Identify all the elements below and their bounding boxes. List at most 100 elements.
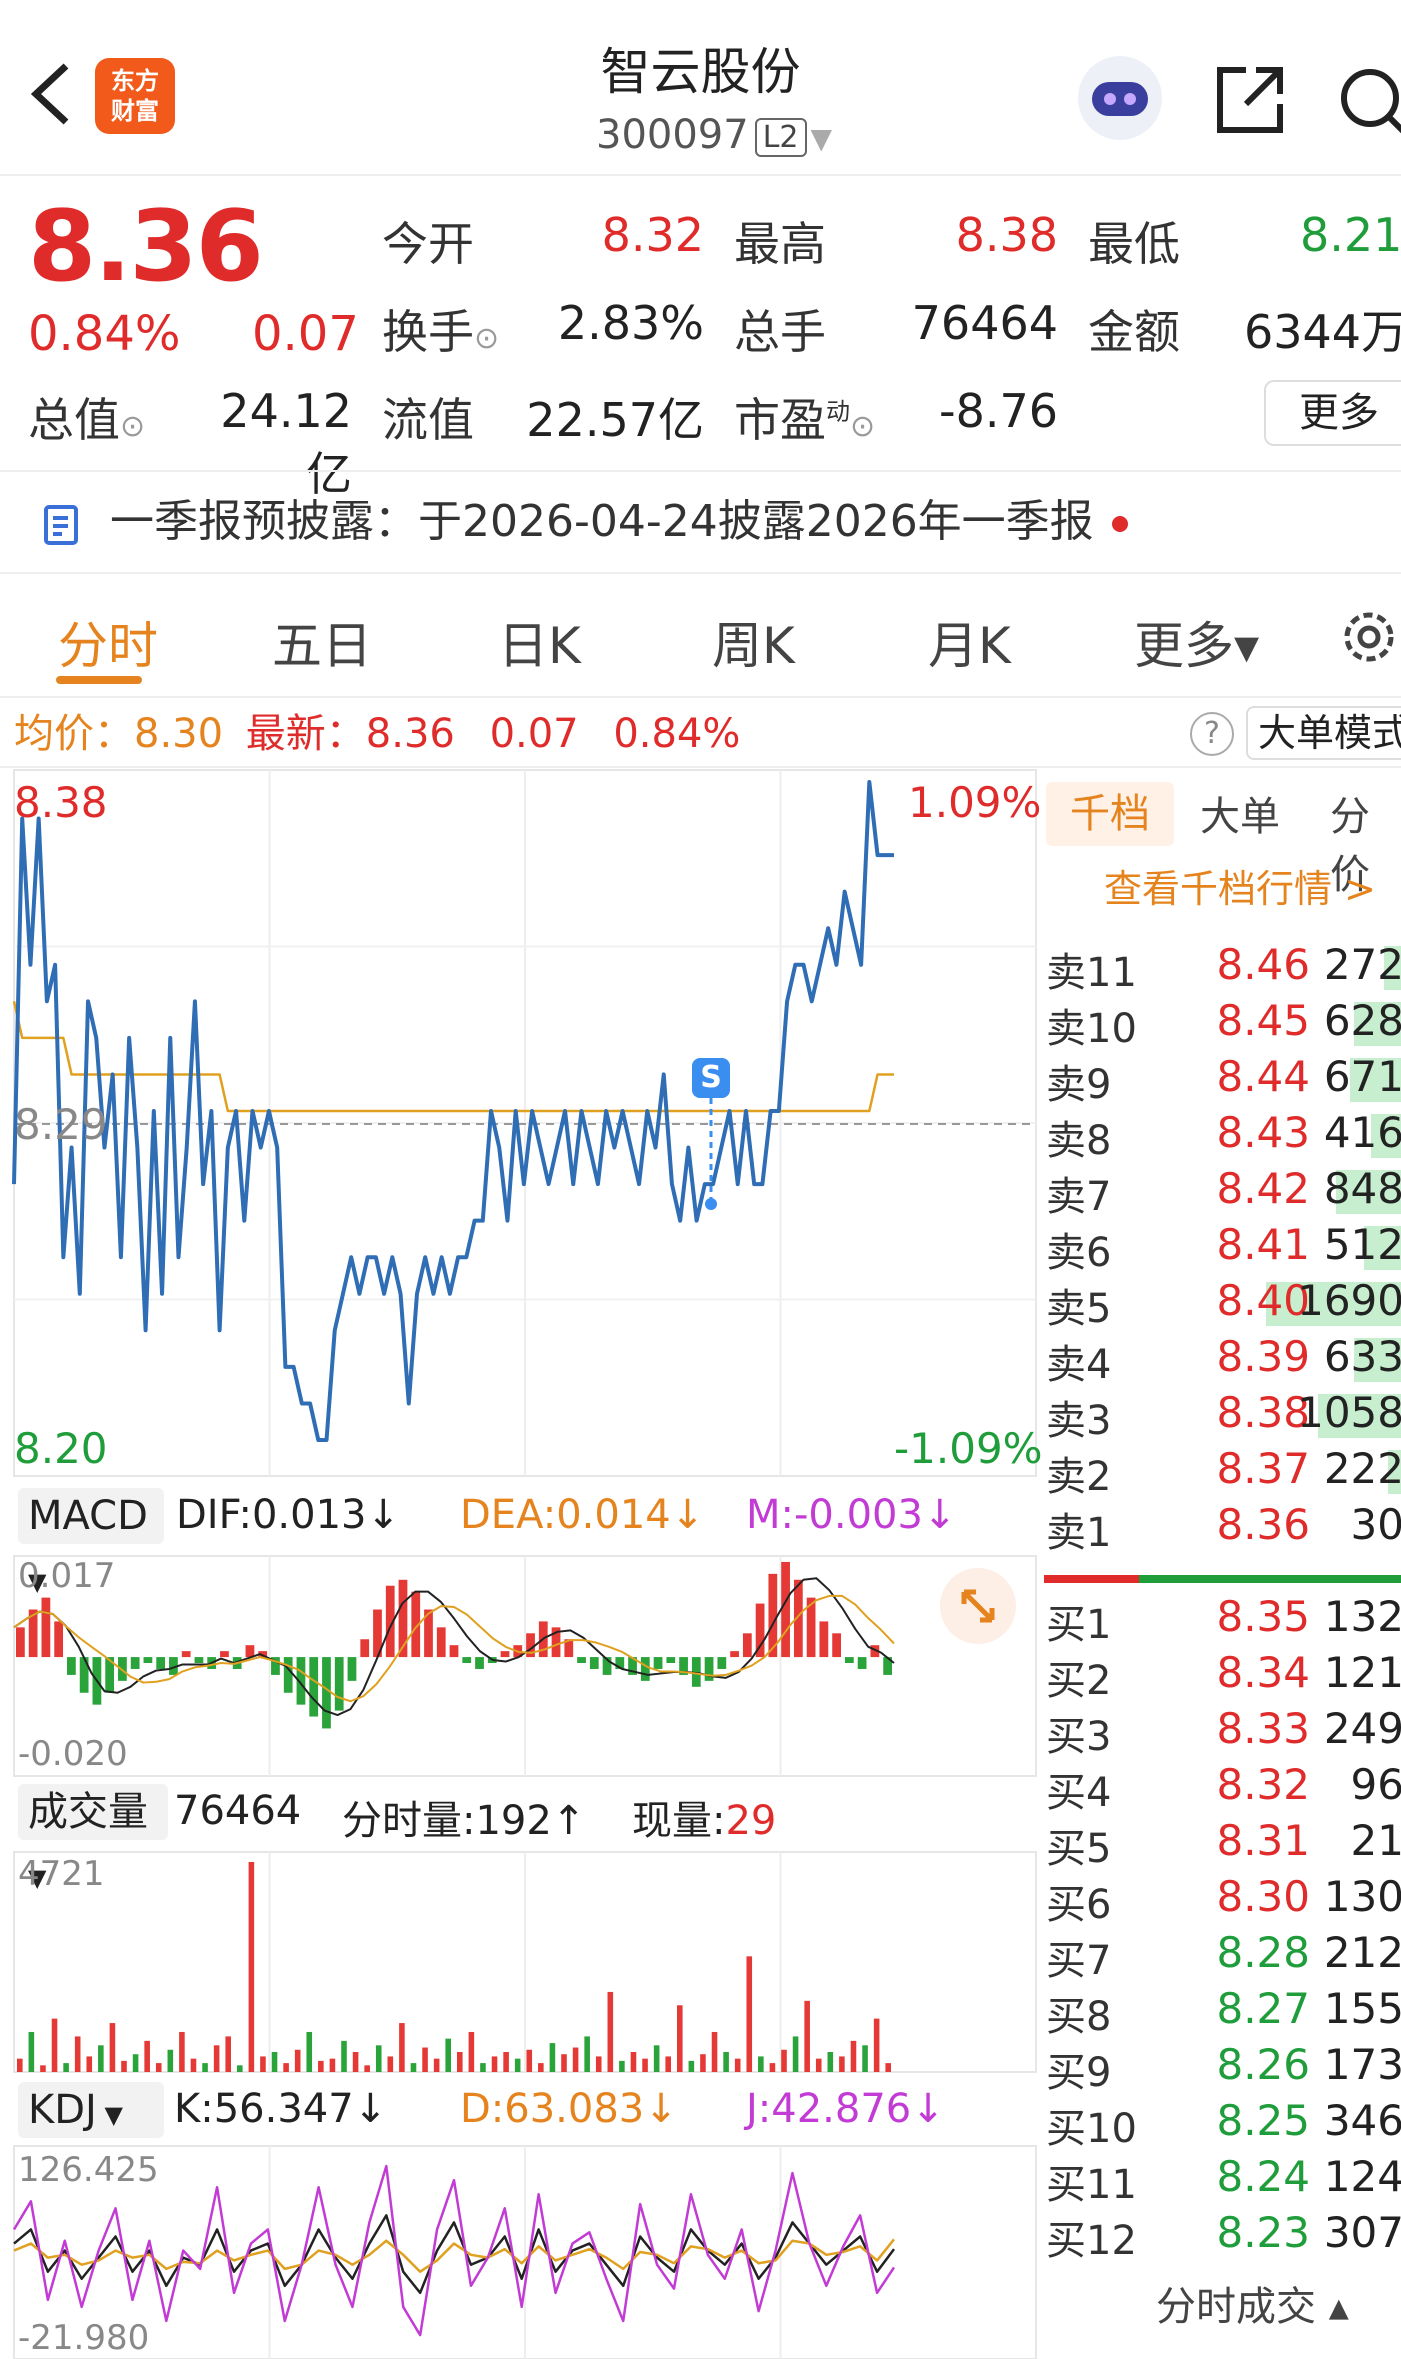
volume-axis-top: 4721 [18, 1854, 105, 1894]
tab-five-day[interactable]: 五日 [272, 617, 372, 675]
sell-level-label: 卖1 [1046, 1510, 1112, 1556]
sell-level-row[interactable]: 卖8 8.43 416 [1046, 1108, 1401, 1164]
sell-level-row[interactable]: 卖5 8.40 1690 [1046, 1276, 1401, 1332]
buy-level-label: 买9 [1046, 2050, 1112, 2096]
macd-selector[interactable]: MACD ▼ [18, 1488, 164, 1596]
sell-level-row[interactable]: 卖6 8.41 512 [1046, 1220, 1401, 1276]
macd-dea-label: DEA: [460, 1492, 557, 1538]
sell-level-price: 8.37 [1216, 1444, 1310, 1493]
more-button[interactable]: 更多 [1264, 380, 1401, 446]
tab-big-orders[interactable]: 大单 [1200, 794, 1280, 840]
tab-more[interactable]: 更多▾ [1134, 617, 1260, 675]
sell-level-row[interactable]: 卖4 8.39 633 [1046, 1332, 1401, 1388]
tick-trades-toggle[interactable]: 分时成交 ▴ [1156, 2284, 1349, 2330]
robot-assistant-icon[interactable] [1078, 56, 1162, 140]
high-value: 8.38 [955, 208, 1058, 262]
turnover-label[interactable]: 换手⊙ [382, 296, 499, 362]
back-arrow-icon[interactable] [26, 62, 76, 126]
volume-bar [341, 2040, 347, 2072]
volume-bar [155, 2063, 162, 2072]
buy-level-row[interactable]: 买3 8.33 249 [1046, 1704, 1401, 1760]
kdj-selector-text: KDJ [28, 2087, 97, 2133]
buy-level-row[interactable]: 买9 8.26 173 [1046, 2040, 1401, 2096]
avg-price-label: 均价： [14, 711, 134, 757]
buy-level-row[interactable]: 买2 8.34 121 [1046, 1648, 1401, 1704]
kdj-j-label: J: [746, 2086, 772, 2132]
sell-level-price: 8.38 [1216, 1388, 1310, 1437]
volume-bar [98, 2045, 104, 2072]
volume-bar [422, 2047, 428, 2072]
mktcap-label[interactable]: 总值⊙ [28, 384, 145, 450]
buy-level-row[interactable]: 买1 8.35 132 [1046, 1592, 1401, 1648]
help-icon[interactable]: ? [1190, 712, 1234, 756]
macd-bar [602, 1657, 612, 1675]
notice-bar[interactable]: 一季报预披露：于2026-04-24披露2026年一季报 [0, 470, 1401, 574]
dropdown-icon: ▼ [96, 2101, 123, 2129]
buy-level-volume: 96 [1350, 1760, 1401, 1809]
buy-level-volume: 212 [1323, 1928, 1401, 1977]
tab-price-dist[interactable]: 分价 [1330, 794, 1370, 898]
buy-level-row[interactable]: 买12 8.23 307 [1046, 2208, 1401, 2264]
volume-selector[interactable]: 成交量 ▼ [18, 1784, 168, 1892]
macd-bar [819, 1621, 829, 1658]
macd-dea-value: 0.014↓ [556, 1492, 705, 1538]
volume-bar [144, 2040, 150, 2072]
search-icon[interactable] [1334, 62, 1401, 142]
buy-level-row[interactable]: 买4 8.32 96 [1046, 1760, 1401, 1816]
buy-level-price: 8.23 [1216, 2208, 1310, 2257]
tab-weekly-k[interactable]: 周K [712, 617, 795, 675]
volume-bar [688, 2060, 695, 2072]
sell-level-label: 卖5 [1046, 1286, 1112, 1332]
period-tabs: 分时 五日 日K 周K 月K 更多▾ [0, 576, 1401, 698]
sell-level-price: 8.40 [1216, 1276, 1310, 1325]
sell-level-row[interactable]: 卖7 8.42 848 [1046, 1164, 1401, 1220]
sell-level-row[interactable]: 卖3 8.38 1058 [1046, 1388, 1401, 1444]
pe-label[interactable]: 市盈动⊙ [734, 384, 875, 450]
volume-bar [237, 2065, 243, 2072]
sell-level-row[interactable]: 卖10 8.45 628 [1046, 996, 1401, 1052]
big-order-mode-button[interactable]: 大单模式 [1246, 706, 1401, 760]
price-info-row: 均价：8.30 最新：8.36 0.07 0.84% [0, 700, 1401, 768]
macd-dif: DIF:0.013↓ [176, 1492, 400, 1538]
buy-level-price: 8.31 [1216, 1816, 1310, 1865]
view-depth-link[interactable]: 查看千档行情 > [1104, 867, 1376, 911]
kdj-selector[interactable]: KDJ ▼ [18, 2082, 164, 2138]
tab-daily-k[interactable]: 日K [498, 617, 581, 675]
buy-level-row[interactable]: 买11 8.24 124 [1046, 2152, 1401, 2208]
macd-bar [334, 1657, 344, 1711]
sell-level-row[interactable]: 卖1 8.36 30 [1046, 1500, 1401, 1556]
buy-level-label: 买3 [1046, 1714, 1112, 1760]
tab-order-depth[interactable]: 千档 [1046, 782, 1174, 846]
app-logo[interactable]: 东方 财富 [95, 58, 175, 134]
buy-level-volume: 155 [1323, 1984, 1401, 2033]
price-axis-bottom: 8.20 [14, 1424, 108, 1473]
buy-level-row[interactable]: 买6 8.30 130 [1046, 1872, 1401, 1928]
tab-intraday[interactable]: 分时 [58, 617, 158, 675]
volume-bar [352, 2051, 359, 2072]
buy-level-row[interactable]: 买7 8.28 212 [1046, 1928, 1401, 1984]
amount-value: 6344万 [1244, 305, 1401, 359]
kdj-d-value: 63.083↓ [504, 2086, 678, 2132]
buy-level-row[interactable]: 买10 8.25 346 [1046, 2096, 1401, 2152]
share-icon[interactable] [1212, 62, 1288, 138]
volume-bar [642, 2058, 648, 2072]
buy-level-label: 买1 [1046, 1602, 1112, 1648]
buy-level-row[interactable]: 买8 8.27 155 [1046, 1984, 1401, 2040]
sell-level-row[interactable]: 卖11 8.46 272 [1046, 940, 1401, 996]
signal-marker[interactable]: S [692, 1058, 730, 1098]
expand-icon[interactable] [940, 1568, 1016, 1644]
sell-level-row[interactable]: 卖9 8.44 671 [1046, 1052, 1401, 1108]
kdj-j-line [12, 2164, 896, 2337]
stock-code[interactable]: 300097 L2 ▼ [596, 112, 832, 158]
buy-level-price: 8.34 [1216, 1648, 1310, 1697]
sell-level-label: 卖9 [1046, 1062, 1112, 1108]
sell-volume-bar [1384, 946, 1401, 990]
gear-icon[interactable] [1336, 604, 1401, 670]
sell-level-row[interactable]: 卖2 8.37 222 [1046, 1444, 1401, 1500]
mktcap-value: 24.12亿 [220, 384, 352, 501]
tab-monthly-k[interactable]: 月K [928, 617, 1011, 675]
macd-bar [755, 1603, 765, 1658]
buy-level-row[interactable]: 买5 8.31 21 [1046, 1816, 1401, 1872]
macd-bar [347, 1657, 357, 1681]
